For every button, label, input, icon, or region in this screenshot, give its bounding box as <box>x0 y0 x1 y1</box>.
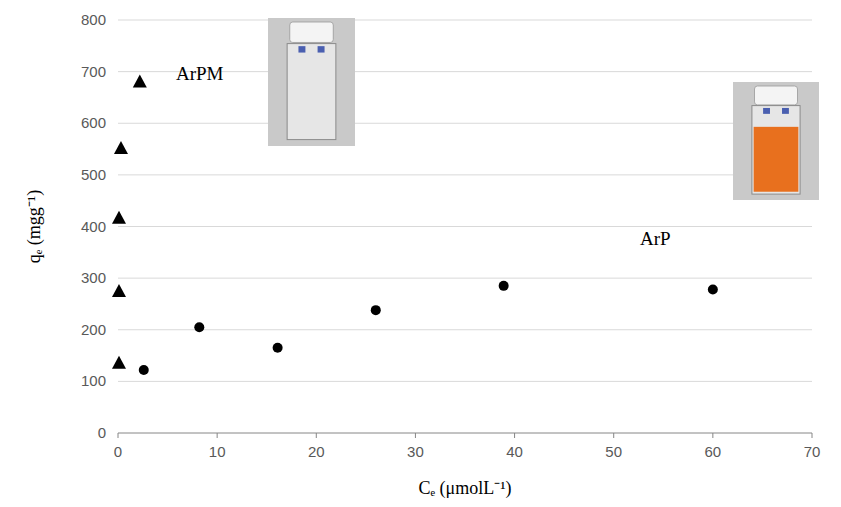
photo-background <box>268 18 355 146</box>
grid-line <box>118 278 812 279</box>
vial-mark <box>318 46 325 52</box>
x-tick-label: 70 <box>804 443 821 460</box>
point <box>708 284 718 294</box>
series-label: ArP <box>640 228 671 249</box>
x-axis-line <box>118 433 812 434</box>
grid-line <box>118 381 812 382</box>
vial-liquid <box>754 127 799 192</box>
chart-svg: 0 100 200 300 400 500 600 700 800 0 10 20 30 40 50 60 70… <box>0 0 841 507</box>
x-tick <box>712 433 713 438</box>
grid-line <box>118 329 812 330</box>
x-tick <box>415 433 416 438</box>
vial-cap <box>290 22 334 42</box>
x-tick-label: 50 <box>605 443 622 460</box>
x-tick <box>812 433 813 438</box>
point <box>273 343 283 353</box>
vial-mark <box>298 46 305 52</box>
point <box>112 284 126 297</box>
point <box>112 356 126 369</box>
x-tick-label: 20 <box>308 443 325 460</box>
y-tick-label: 100 <box>81 372 106 389</box>
point <box>112 211 126 224</box>
vial-mark <box>782 108 789 114</box>
y-tick-label: 0 <box>98 424 106 441</box>
x-tick-label: 30 <box>407 443 424 460</box>
y-axis-title: qₑ (mgg⁻¹) <box>24 190 45 264</box>
x-tick <box>217 433 218 438</box>
grid-line <box>118 20 812 21</box>
x-axis-title: Cₑ (μmolL⁻¹) <box>418 478 511 499</box>
grid-line <box>118 174 812 175</box>
chart: 0 100 200 300 400 500 600 700 800 0 10 20 30 40 50 60 70… <box>0 0 841 507</box>
point <box>499 281 509 291</box>
vial-photo <box>733 82 819 200</box>
grid-line <box>118 226 812 227</box>
x-tick <box>118 433 119 438</box>
series-label: ArPM <box>176 63 224 84</box>
x-tick-label: 60 <box>705 443 722 460</box>
point <box>194 322 204 332</box>
marks <box>112 74 718 375</box>
y-tick-label: 300 <box>81 269 106 286</box>
point <box>371 305 381 315</box>
vial-cap <box>755 86 798 105</box>
x-tick-label: 0 <box>114 443 122 460</box>
vial-photo <box>268 18 355 146</box>
grid-line <box>118 123 812 124</box>
x-tick <box>514 433 515 438</box>
photo-background <box>733 82 819 200</box>
y-tick-label: 400 <box>81 218 106 235</box>
x-tick <box>613 433 614 438</box>
vial-mark <box>763 108 770 114</box>
vial-glass <box>287 44 336 140</box>
y-tick-label: 700 <box>81 63 106 80</box>
point <box>133 74 147 87</box>
y-tick-label: 500 <box>81 166 106 183</box>
y-tick-label: 600 <box>81 114 106 131</box>
y-tick-label: 800 <box>81 11 106 28</box>
point <box>139 365 149 375</box>
x-tick-label: 10 <box>209 443 226 460</box>
y-tick-label: 200 <box>81 321 106 338</box>
x-tick <box>316 433 317 438</box>
vial-glass <box>752 106 800 195</box>
point <box>114 141 128 154</box>
x-tick-label: 40 <box>506 443 523 460</box>
